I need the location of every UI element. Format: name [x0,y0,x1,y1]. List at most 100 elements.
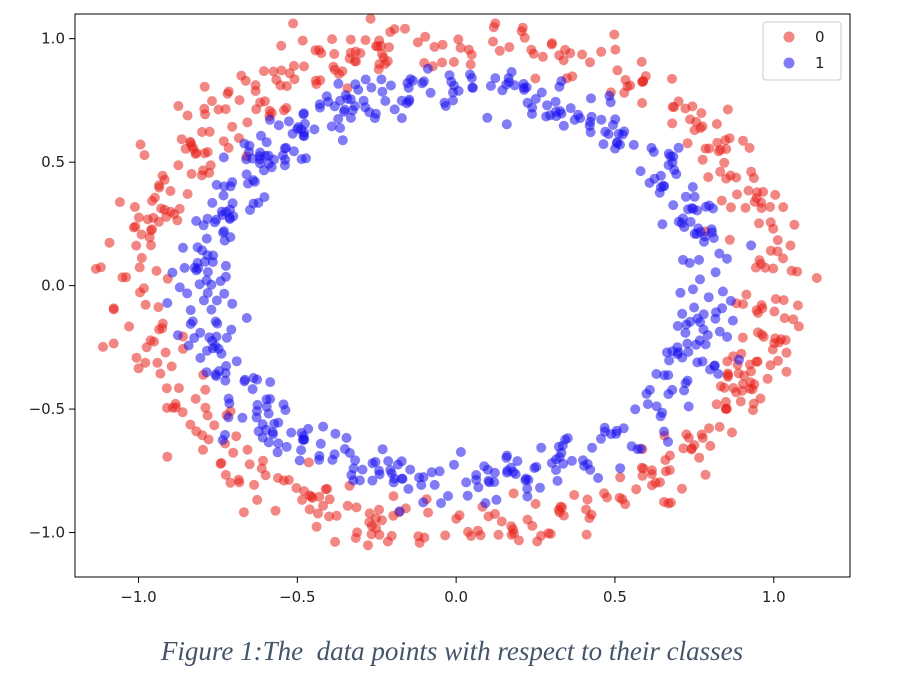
data-point-class-0 [186,168,197,179]
data-point-class-0 [198,444,208,455]
data-point-class-0 [420,31,431,42]
data-point-class-0 [161,211,172,222]
y-tick-label: 0.0 [41,277,65,295]
data-point-class-0 [719,382,730,393]
data-point-class-1 [280,154,291,165]
data-point-class-0 [297,494,308,505]
data-point-class-0 [758,331,769,342]
data-point-class-0 [555,501,566,512]
data-point-class-0 [537,51,548,62]
data-point-class-1 [554,81,565,92]
data-point-class-0 [250,86,261,96]
data-point-class-0 [249,479,260,490]
data-point-class-0 [203,434,214,445]
data-point-class-1 [558,120,569,131]
data-point-class-1 [202,213,213,224]
data-point-class-0 [685,114,696,125]
data-point-class-1 [436,498,446,509]
data-point-class-0 [131,240,142,251]
data-point-class-1 [714,326,725,337]
data-point-class-1 [677,308,688,319]
data-point-class-0 [638,75,649,86]
data-point-class-0 [737,332,748,343]
data-point-class-1 [521,473,531,484]
data-point-class-1 [261,394,272,405]
data-point-class-0 [767,344,778,355]
data-point-class-1 [226,324,237,335]
data-point-class-1 [575,113,586,124]
data-point-class-1 [218,152,229,163]
data-point-class-0 [748,173,759,183]
data-point-class-1 [599,422,610,433]
data-point-class-0 [584,513,595,524]
data-point-class-1 [278,399,289,410]
data-point-class-0 [209,420,220,431]
data-point-class-1 [585,464,596,475]
data-point-class-0 [297,35,308,46]
data-point-class-0 [160,347,171,358]
data-point-class-0 [448,57,459,67]
data-point-class-1 [227,298,238,309]
data-point-class-1 [348,475,359,486]
data-point-class-1 [466,73,477,83]
data-point-class-1 [717,286,728,297]
data-point-class-1 [237,412,248,423]
data-point-class-0 [182,189,193,199]
data-point-class-0 [581,529,592,540]
data-point-class-0 [288,60,299,71]
data-point-class-0 [307,493,318,503]
data-point-class-0 [754,218,764,229]
data-point-class-1 [283,116,294,127]
data-point-class-0 [792,300,803,311]
data-point-class-1 [651,401,662,412]
data-point-class-1 [339,106,349,117]
data-point-class-1 [213,343,224,354]
data-point-class-1 [664,355,675,366]
data-point-class-0 [304,504,315,515]
data-point-class-0 [582,494,593,505]
data-point-class-1 [350,455,361,466]
data-point-class-0 [719,157,730,168]
data-point-class-1 [321,91,332,102]
data-point-class-1 [204,332,215,343]
data-point-class-1 [218,227,228,238]
data-point-class-1 [455,447,466,457]
data-point-class-1 [536,442,547,453]
data-point-class-0 [744,359,755,370]
data-point-class-0 [437,57,448,68]
data-point-class-0 [756,300,767,311]
data-point-class-1 [380,96,391,106]
data-point-class-1 [546,458,557,468]
data-point-class-0 [522,514,533,525]
data-point-class-0 [466,531,476,541]
data-point-class-0 [454,510,465,521]
data-point-class-0 [270,505,281,516]
data-point-class-1 [264,114,275,125]
data-point-class-1 [383,456,394,467]
data-point-class-0 [236,70,247,81]
legend-box [762,21,842,81]
data-point-class-1 [228,211,239,222]
data-point-class-1 [668,200,679,211]
legend: 0 1 [762,21,842,81]
data-point-class-1 [565,103,576,114]
data-point-class-0 [414,537,425,548]
data-point-class-1 [330,428,341,439]
data-point-class-0 [135,139,146,150]
data-point-class-1 [687,203,697,214]
data-point-class-1 [178,242,188,253]
data-point-class-0 [490,509,500,519]
data-point-class-0 [366,529,377,540]
data-point-class-0 [364,517,375,528]
data-point-class-0 [412,37,423,48]
data-point-class-0 [204,126,215,137]
data-points [90,13,822,551]
data-point-class-0 [147,196,158,206]
data-point-class-1 [374,465,384,476]
data-point-class-1 [552,475,563,486]
data-point-class-1 [679,222,690,233]
data-point-class-1 [261,137,272,148]
data-point-class-0 [291,483,302,493]
data-point-class-0 [545,528,556,539]
data-point-class-0 [752,356,763,367]
